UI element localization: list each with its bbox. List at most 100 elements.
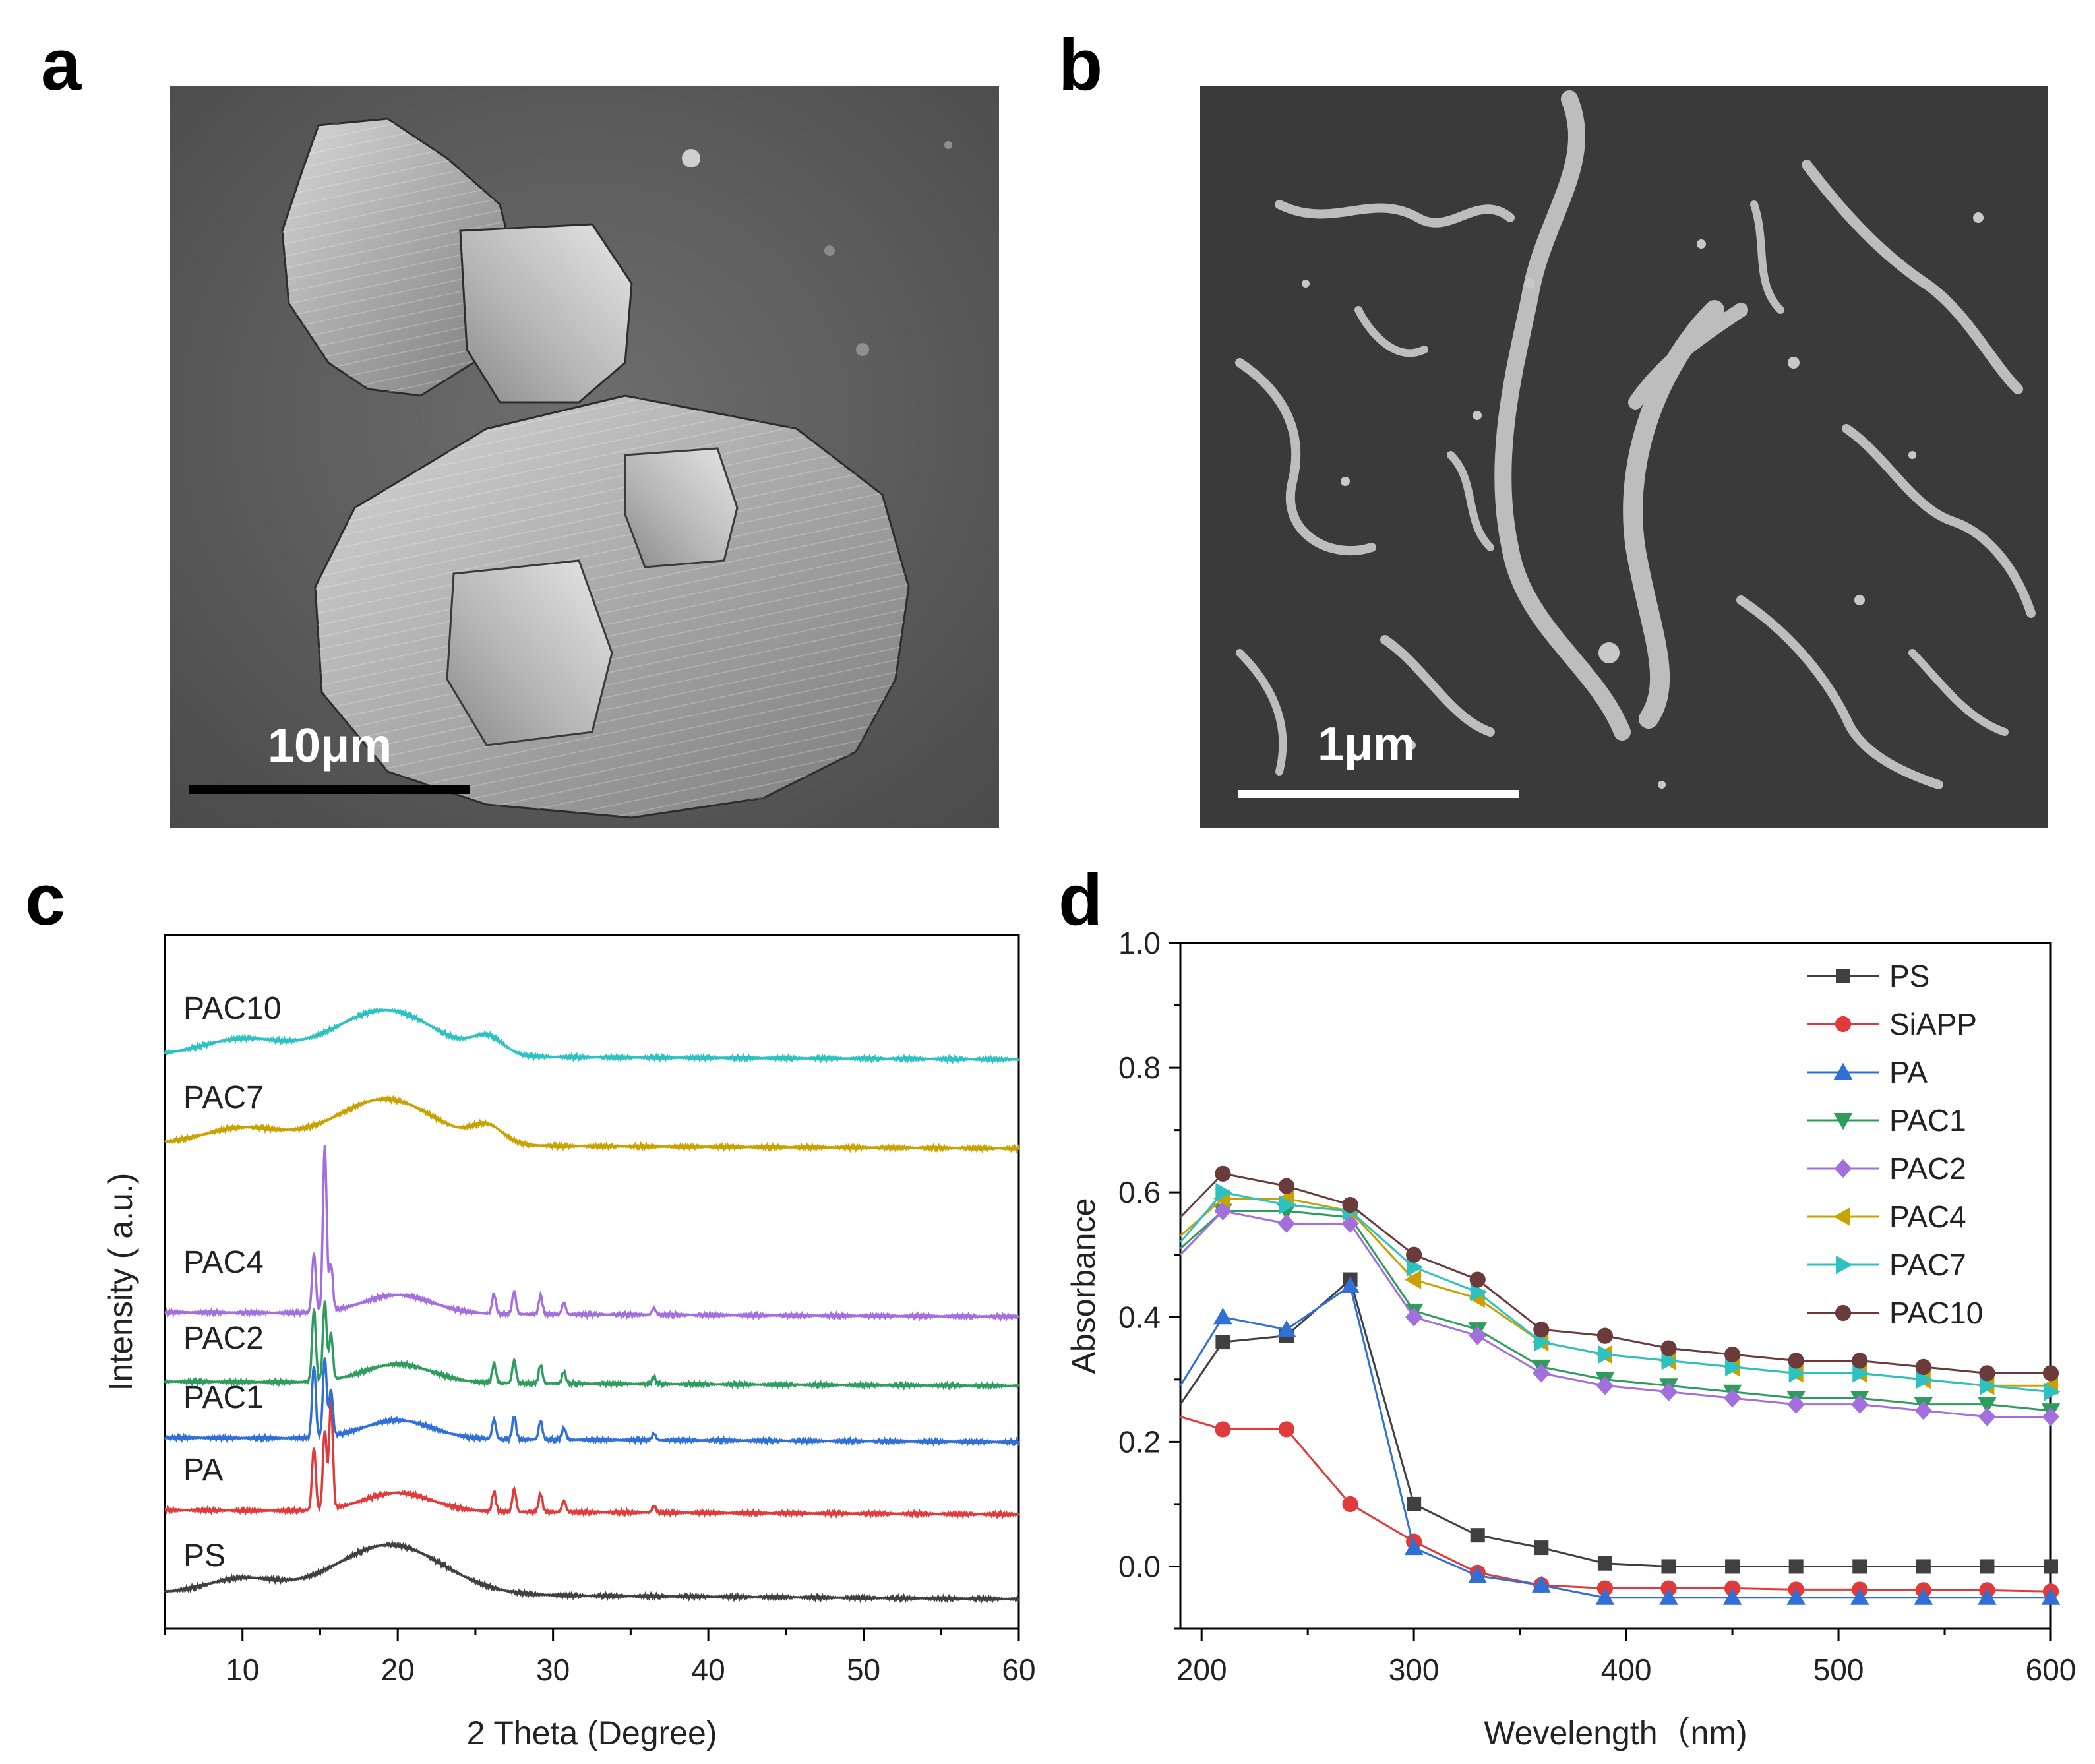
- legend-entry-pa: PA: [1889, 1055, 1928, 1089]
- sem-image-b-drawing: [1200, 86, 2048, 828]
- data-point-pac4: [1404, 1270, 1422, 1289]
- data-point-pac10: [1788, 1353, 1804, 1369]
- data-point-pa: [1786, 1588, 1806, 1605]
- data-point-pa: [1978, 1588, 1997, 1605]
- data-point-pac7: [1597, 1345, 1615, 1364]
- data-point-pac2: [1851, 1395, 1869, 1414]
- series-line-pa: [1179, 1284, 2051, 1599]
- data-point-pa: [1468, 1566, 1488, 1583]
- data-point-pa: [1914, 1588, 1933, 1605]
- data-point-pa: [2041, 1588, 2061, 1605]
- data-point-pac7: [1534, 1332, 1551, 1352]
- data-point-ps: [1852, 1559, 1867, 1574]
- data-point-pac10: [1215, 1165, 1231, 1182]
- data-point-siapp: [1342, 1496, 1358, 1513]
- data-point-pac7: [1279, 1195, 1296, 1215]
- data-point-ps: [1980, 1559, 1995, 1574]
- trace-label-pac10: PAC10: [183, 991, 282, 1026]
- trace-label-pac1: PAC1: [183, 1380, 264, 1415]
- legend-entry-siapp: SiAPP: [1889, 1007, 1977, 1041]
- data-point-pac10: [1406, 1246, 1422, 1263]
- x-tick-label: 10: [226, 1653, 259, 1687]
- xrd-chart: 10 20 30 40 50 60 2 Theta (Degree) Intensity ( …: [102, 934, 1035, 1751]
- x-tick-label: 300: [1389, 1653, 1440, 1687]
- series-ps: [1179, 1272, 2058, 1574]
- legend-marker-pac2: [1834, 1159, 1852, 1178]
- x-tick-label: 60: [1002, 1653, 1035, 1687]
- legend-marker-pa: [1833, 1062, 1853, 1080]
- data-point-pac7: [1470, 1283, 1488, 1302]
- legend-marker-ps: [1836, 969, 1850, 983]
- legend-marker-pac10: [1835, 1304, 1852, 1322]
- legend-marker-pac7: [1836, 1255, 1853, 1275]
- xrd-trace-pac10: [164, 1007, 1019, 1065]
- data-point-pa: [1341, 1276, 1360, 1293]
- trace-label-pac7: PAC7: [183, 1080, 264, 1115]
- data-point-pa: [1404, 1538, 1424, 1556]
- data-point-pa: [1659, 1588, 1678, 1605]
- data-point-pac10: [1278, 1178, 1295, 1194]
- y-tick-label: 1.0: [1118, 926, 1161, 960]
- xrd-trace-pac4: [164, 1145, 1019, 1322]
- y-axis-label: Intensity ( a.u.): [102, 1173, 139, 1391]
- data-point-ps: [1916, 1559, 1931, 1574]
- data-point-ps: [1661, 1559, 1676, 1574]
- data-point-pac7: [1916, 1370, 1933, 1389]
- data-point-pac2: [1533, 1364, 1550, 1383]
- series-pa: [1179, 1276, 2061, 1605]
- y-tick-label: 0.2: [1118, 1424, 1161, 1459]
- data-point-pac10: [1660, 1340, 1677, 1356]
- data-point-pa: [1722, 1588, 1742, 1605]
- xrd-trace-pac1: [164, 1357, 1020, 1447]
- trace-label-ps: PS: [183, 1538, 226, 1573]
- panel-letter-c: c: [25, 859, 66, 940]
- data-point-pac2: [1978, 1407, 1996, 1426]
- x-tick-label: 50: [847, 1653, 880, 1687]
- panel-letter-b: b: [1058, 24, 1103, 106]
- x-tick-label: 600: [2026, 1653, 2077, 1687]
- legend-entry-pac7: PAC7: [1889, 1248, 1966, 1282]
- data-point-pac2: [1341, 1214, 1359, 1233]
- data-point-pac10: [1533, 1322, 1550, 1338]
- panel-letter-a: a: [41, 24, 82, 106]
- data-point-pa: [1277, 1320, 1296, 1337]
- data-point-pac7: [1661, 1351, 1678, 1370]
- sem-image-a-drawing: [170, 86, 999, 828]
- y-tick-label: 0.6: [1118, 1175, 1161, 1209]
- x-tick-label: 40: [692, 1653, 725, 1687]
- x-axis-label: 2 Theta (Degree): [467, 1715, 717, 1751]
- x-tick-label: 200: [1176, 1653, 1227, 1687]
- data-point-ps: [2044, 1559, 2058, 1574]
- data-point-pac7: [1407, 1258, 1424, 1277]
- data-point-ps: [1597, 1556, 1612, 1571]
- x-tick-label: 500: [1813, 1653, 1864, 1687]
- data-point-pac7: [1215, 1182, 1232, 1202]
- series-pac7: [1179, 1182, 2061, 1402]
- data-point-pac7: [2044, 1382, 2061, 1402]
- data-point-ps: [1215, 1335, 1230, 1350]
- trace-label-pac4: PAC4: [183, 1245, 264, 1280]
- data-point-pac7: [1980, 1376, 1997, 1395]
- data-point-pac10: [1596, 1327, 1614, 1344]
- data-point-ps: [1407, 1496, 1422, 1511]
- data-point-pac7: [1788, 1364, 1806, 1383]
- data-point-pa: [1850, 1588, 1869, 1605]
- data-point-pac7: [1725, 1357, 1742, 1377]
- data-point-pa: [1595, 1588, 1615, 1605]
- data-point-siapp: [1215, 1421, 1231, 1438]
- xrd-trace-pac2: [164, 1300, 1019, 1391]
- data-point-pac1: [1978, 1397, 1997, 1414]
- absorbance-chart: 200 300 400 500 600 0.0 0.2 0.4 0.6 0.8 1.0 Wevelen…: [1065, 926, 2077, 1751]
- y-axis-label: Absorbance: [1065, 1198, 1102, 1374]
- plot-frame: [1179, 942, 2052, 1630]
- trace-label-pac2: PAC2: [183, 1321, 264, 1356]
- legend-marker-pac4: [1833, 1207, 1850, 1227]
- legend-entry-pac4: PAC4: [1889, 1200, 1966, 1234]
- scale-bar-label-a: 10μm: [268, 719, 392, 772]
- trace-label-pa: PA: [183, 1453, 223, 1488]
- data-point-pac10: [1979, 1365, 1995, 1382]
- sem-image-a: 10μm: [170, 86, 999, 828]
- data-point-pac10: [1469, 1271, 1486, 1288]
- data-point-siapp: [1278, 1421, 1295, 1438]
- legend-entry-pac1: PAC1: [1889, 1103, 1966, 1138]
